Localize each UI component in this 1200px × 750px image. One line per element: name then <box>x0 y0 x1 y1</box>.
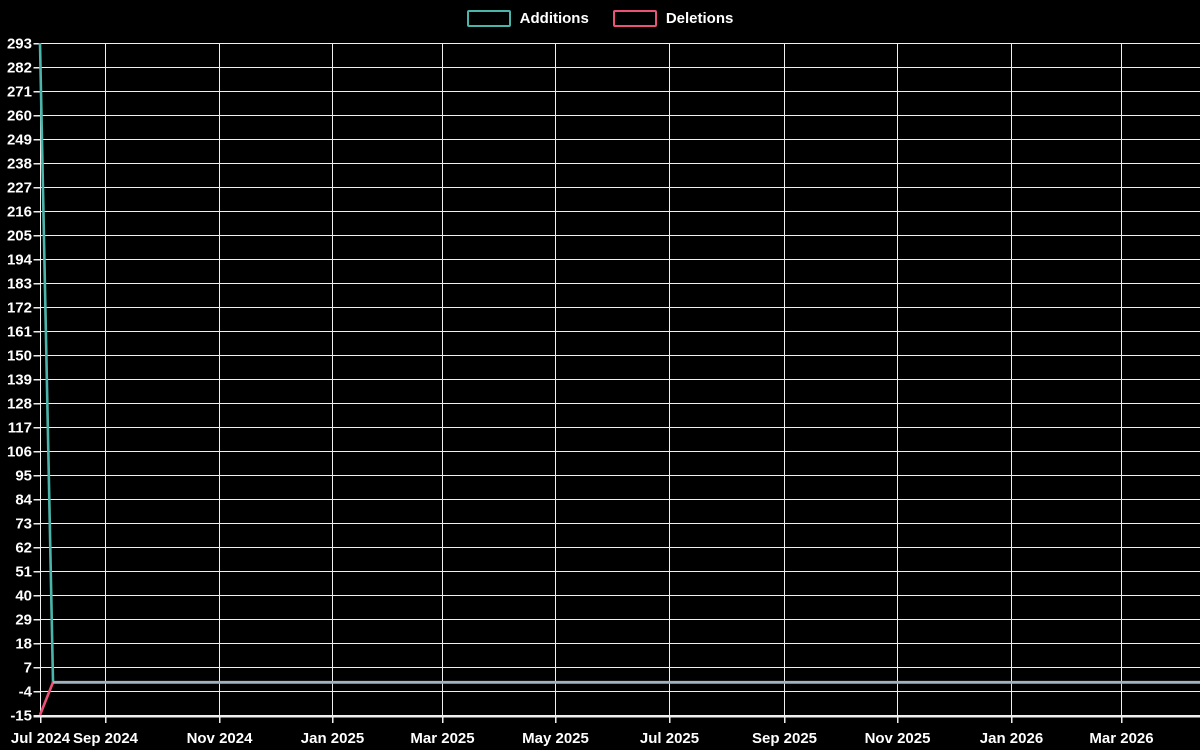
y-tick-label: 117 <box>8 420 32 437</box>
y-tick-label: 227 <box>7 180 32 197</box>
y-tick-label: 106 <box>7 444 32 461</box>
y-tick-label: 161 <box>7 324 32 341</box>
deletions-swatch-icon <box>612 9 657 27</box>
x-tick-label: Jan 2026 <box>980 730 1043 747</box>
y-tick-label: 282 <box>7 60 32 77</box>
additions-swatch-icon <box>466 9 511 27</box>
x-tick-label: Jul 2025 <box>640 730 699 747</box>
chart-legend: Additions Deletions <box>0 4 1200 32</box>
legend-label-additions: Additions <box>519 9 589 27</box>
legend-label-deletions: Deletions <box>665 9 734 27</box>
y-tick-label: 293 <box>7 36 32 53</box>
x-tick-label: May 2025 <box>522 730 589 747</box>
x-tick-label: Jul 2024 <box>11 730 71 747</box>
x-tick-label: Mar 2025 <box>410 730 474 747</box>
y-tick-label: 216 <box>7 204 32 221</box>
y-tick-label: 238 <box>7 156 32 173</box>
y-tick-label: 194 <box>7 252 33 269</box>
y-tick-label: -4 <box>19 684 33 701</box>
y-tick-label: 51 <box>15 564 32 581</box>
y-tick-label: 249 <box>7 132 32 149</box>
y-tick-label: 84 <box>15 492 32 509</box>
y-tick-label: 95 <box>15 468 32 485</box>
y-tick-label: 260 <box>7 108 32 125</box>
y-tick-label: 183 <box>7 276 32 293</box>
y-tick-label: 139 <box>7 372 32 389</box>
x-tick-label: Sep 2024 <box>73 730 139 747</box>
legend-entry-deletions[interactable]: Deletions <box>612 9 734 27</box>
y-tick-label: 128 <box>7 396 32 413</box>
y-tick-label: 40 <box>15 588 32 605</box>
legend-entry-additions[interactable]: Additions <box>466 9 589 27</box>
y-tick-label: 172 <box>7 300 32 317</box>
y-tick-label: 271 <box>7 84 32 101</box>
y-tick-label: 62 <box>15 540 32 557</box>
x-tick-label: Nov 2024 <box>187 730 254 747</box>
y-tick-label: 150 <box>7 348 32 365</box>
y-tick-label: 18 <box>15 636 32 653</box>
series-line-additions <box>38 42 1200 684</box>
y-tick-label: 29 <box>15 612 32 629</box>
x-tick-label: Nov 2025 <box>865 730 931 747</box>
series-line-deletions <box>38 680 1200 716</box>
y-tick-label: 73 <box>15 516 32 533</box>
x-tick-label: Sep 2025 <box>752 730 817 747</box>
x-tick-label: Mar 2026 <box>1089 730 1153 747</box>
y-tick-label: -15 <box>10 708 32 725</box>
x-tick-label: Jan 2025 <box>301 730 364 747</box>
y-tick-label: 205 <box>7 228 32 245</box>
y-tick-label: 7 <box>24 660 32 677</box>
